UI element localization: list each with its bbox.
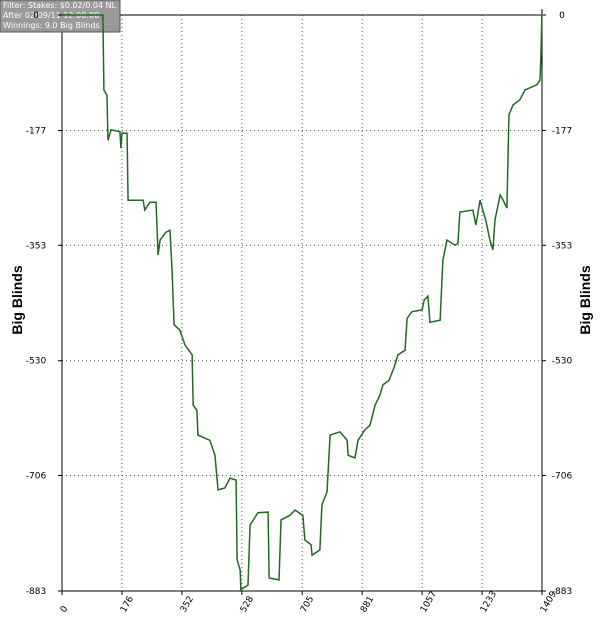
y2-tick-label: -883	[552, 587, 572, 597]
y-tick-label: -706	[26, 472, 47, 482]
x-tick-label: 705	[299, 595, 316, 615]
y2-tick-label: -706	[552, 472, 573, 482]
x-tick-label: 881	[359, 595, 376, 615]
y-tick-label: 0	[33, 11, 39, 21]
info-box	[0, 0, 121, 33]
y2-tick-label: 0	[559, 11, 565, 21]
y-tick-label: -883	[26, 587, 46, 597]
y-tick-label: -530	[26, 357, 47, 367]
y-axis-label: Big Blinds	[9, 265, 25, 334]
y-tick-label: -353	[26, 241, 46, 251]
y2-tick-label: -353	[552, 241, 572, 251]
x-tick-label: 176	[119, 594, 136, 614]
series-line	[62, 9, 543, 592]
y2-tick-label: -177	[552, 126, 572, 136]
y2-axis-label: Big Blinds	[577, 265, 593, 334]
y-tick-label: -177	[26, 126, 46, 136]
y2-tick-label: -530	[552, 357, 573, 367]
info-line: Winnings: 9.0 Big Blinds	[3, 21, 100, 30]
x-tick-label: 528	[239, 594, 256, 614]
x-tick-label: 0	[59, 604, 71, 614]
x-tick-label: 352	[179, 595, 196, 615]
info-line: Filter: Stakes: $0.02/0.04 NL	[3, 1, 117, 10]
info-line: After 02/09/11 12:00:00	[3, 11, 99, 20]
